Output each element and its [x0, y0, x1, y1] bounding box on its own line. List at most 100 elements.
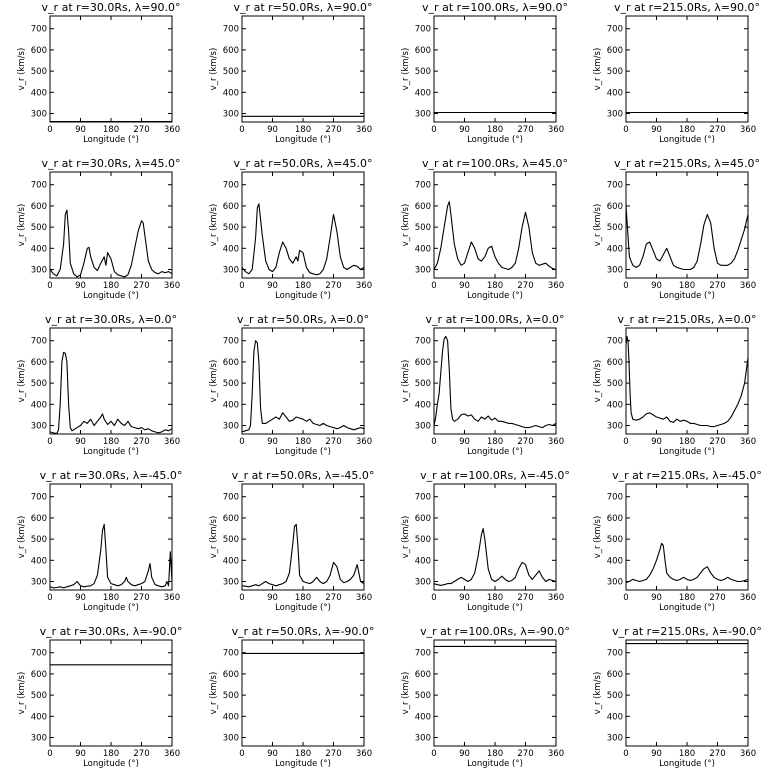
- y-tick-label: 700: [31, 181, 47, 191]
- x-axis-label: Longitude (°): [467, 759, 523, 768]
- panel-title: v_r at r=215.0Rs, λ=-90.0°: [612, 625, 762, 638]
- x-tick-label: 360: [548, 593, 564, 603]
- y-tick-label: 700: [607, 25, 623, 35]
- y-axis-label: v_r (km/s): [593, 360, 603, 403]
- y-axis-label: v_r (km/s): [593, 48, 603, 91]
- y-tick-label: 300: [415, 578, 431, 588]
- y-tick-label: 600: [223, 358, 239, 368]
- x-tick-label: 180: [103, 593, 119, 603]
- y-tick-label: 700: [607, 337, 623, 347]
- x-tick-label: 90: [75, 593, 86, 603]
- y-tick-label: 700: [415, 337, 431, 347]
- x-tick-label: 360: [740, 125, 756, 135]
- panel-title: v_r at r=30.0Rs, λ=-45.0°: [40, 469, 183, 482]
- x-tick-label: 270: [517, 593, 533, 603]
- panel-title: v_r at r=100.0Rs, λ=90.0°: [422, 1, 568, 14]
- x-tick-label: 0: [239, 437, 244, 447]
- chart-panel: v_r at r=100.0Rs, λ=90.0° 0 90 180 270 360 300…: [401, 1, 568, 145]
- x-tick-label: 90: [75, 281, 86, 291]
- x-tick-label: 90: [267, 437, 278, 447]
- y-tick-label: 400: [223, 556, 239, 566]
- x-tick-label: 270: [517, 749, 533, 759]
- y-axis-label: v_r (km/s): [401, 516, 411, 559]
- plot-frame: [625, 483, 749, 591]
- series-line: [49, 351, 173, 435]
- x-axis-label: Longitude (°): [659, 759, 715, 768]
- x-tick-label: 360: [164, 749, 180, 759]
- x-tick-label: 270: [133, 437, 149, 447]
- x-axis-label: Longitude (°): [467, 447, 523, 457]
- x-tick-label: 270: [325, 593, 341, 603]
- chart-panel: v_r at r=30.0Rs, λ=45.0° 0 90 180 270 360 300 4…: [17, 157, 180, 301]
- x-tick-label: 180: [679, 593, 695, 603]
- y-tick-label: 600: [415, 358, 431, 368]
- plot-frame: [241, 639, 365, 747]
- x-tick-label: 360: [740, 749, 756, 759]
- series-line: [433, 527, 557, 586]
- panel-title: v_r at r=215.0Rs, λ=0.0°: [618, 313, 757, 326]
- y-tick-label: 300: [31, 110, 47, 120]
- chart-panel: v_r at r=100.0Rs, λ=-45.0° 0 90 180 270 360 30…: [401, 469, 570, 613]
- x-tick-label: 180: [487, 593, 503, 603]
- y-tick-label: 600: [223, 514, 239, 524]
- y-axis-label: v_r (km/s): [401, 48, 411, 91]
- y-tick-label: 500: [607, 223, 623, 233]
- x-tick-label: 180: [295, 437, 311, 447]
- x-tick-label: 360: [740, 281, 756, 291]
- panel-title: v_r at r=100.0Rs, λ=0.0°: [426, 313, 565, 326]
- x-tick-label: 0: [431, 125, 436, 135]
- y-axis-label: v_r (km/s): [209, 48, 219, 91]
- plot-frame: [49, 15, 173, 123]
- x-tick-label: 270: [709, 593, 725, 603]
- x-tick-label: 0: [623, 281, 628, 291]
- x-tick-label: 360: [164, 125, 180, 135]
- x-tick-label: 0: [47, 281, 52, 291]
- x-tick-label: 180: [679, 437, 695, 447]
- x-tick-label: 90: [651, 593, 662, 603]
- plot-frame: [433, 15, 557, 123]
- y-axis-label: v_r (km/s): [209, 360, 219, 403]
- x-tick-label: 180: [103, 125, 119, 135]
- y-tick-label: 600: [31, 202, 47, 212]
- x-tick-label: 180: [487, 281, 503, 291]
- x-tick-label: 90: [267, 125, 278, 135]
- y-tick-label: 600: [31, 670, 47, 680]
- y-tick-label: 700: [31, 649, 47, 659]
- x-tick-label: 360: [356, 749, 372, 759]
- x-tick-label: 180: [487, 125, 503, 135]
- y-tick-label: 300: [223, 110, 239, 120]
- y-tick-label: 500: [415, 67, 431, 77]
- x-tick-label: 0: [623, 749, 628, 759]
- chart-panel: v_r at r=215.0Rs, λ=90.0° 0 90 180 270 360 300…: [593, 1, 760, 145]
- y-axis-label: v_r (km/s): [593, 204, 603, 247]
- y-tick-label: 400: [223, 88, 239, 98]
- plot-frame: [241, 327, 365, 435]
- y-tick-label: 400: [31, 712, 47, 722]
- chart-panel: v_r at r=215.0Rs, λ=-45.0° 0 90 180 270 360 30…: [593, 469, 762, 613]
- x-tick-label: 0: [47, 125, 52, 135]
- y-tick-label: 500: [607, 67, 623, 77]
- x-tick-label: 180: [295, 281, 311, 291]
- y-tick-label: 400: [415, 244, 431, 254]
- y-tick-label: 600: [607, 202, 623, 212]
- x-tick-label: 90: [75, 437, 86, 447]
- x-tick-label: 90: [651, 281, 662, 291]
- y-axis-label: v_r (km/s): [401, 360, 411, 403]
- chart-panel: v_r at r=100.0Rs, λ=45.0° 0 90 180 270 360 300…: [401, 157, 568, 301]
- y-tick-label: 700: [415, 649, 431, 659]
- y-tick-label: 600: [415, 46, 431, 56]
- plot-frame: [625, 171, 749, 279]
- y-tick-label: 400: [223, 712, 239, 722]
- y-tick-label: 300: [607, 734, 623, 744]
- y-axis-label: v_r (km/s): [17, 48, 27, 91]
- y-tick-label: 500: [223, 223, 239, 233]
- y-tick-label: 500: [223, 67, 239, 77]
- series-line: [433, 201, 557, 271]
- x-tick-label: 0: [431, 281, 436, 291]
- y-tick-label: 500: [31, 691, 47, 701]
- y-tick-label: 700: [31, 25, 47, 35]
- x-tick-label: 0: [239, 749, 244, 759]
- panel-title: v_r at r=50.0Rs, λ=-45.0°: [232, 469, 375, 482]
- x-tick-label: 90: [75, 749, 86, 759]
- x-tick-label: 90: [75, 125, 86, 135]
